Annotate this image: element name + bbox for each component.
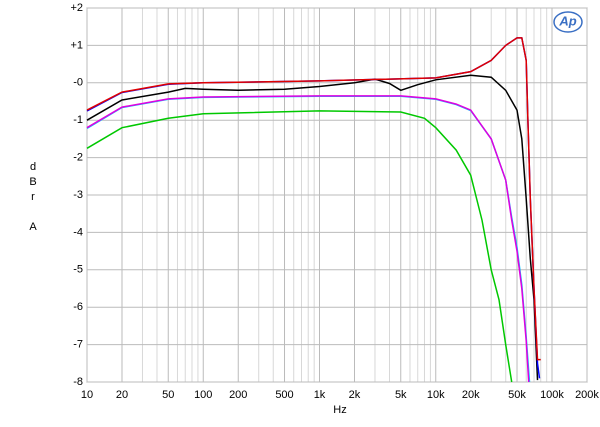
y-axis-label: A bbox=[29, 221, 37, 233]
x-tick-label: 100 bbox=[194, 389, 212, 401]
x-tick-label: 200k bbox=[575, 389, 599, 401]
x-tick-label: 100k bbox=[540, 389, 564, 401]
x-tick-label: 50k bbox=[508, 389, 526, 401]
y-tick-label: -3 bbox=[73, 189, 83, 201]
y-tick-label: -0 bbox=[73, 77, 83, 89]
y-axis-label: d bbox=[30, 161, 36, 173]
y-tick-label: -4 bbox=[73, 226, 83, 238]
x-tick-label: 10 bbox=[81, 389, 93, 401]
y-tick-label: +2 bbox=[70, 2, 83, 14]
series-line bbox=[86, 95, 530, 383]
x-tick-label: 1k bbox=[314, 389, 326, 401]
x-tick-label: 5k bbox=[395, 389, 407, 401]
logo-ring bbox=[553, 11, 583, 33]
y-tick-label: +1 bbox=[70, 39, 83, 51]
series-line bbox=[86, 110, 513, 383]
x-tick-label: 200 bbox=[229, 389, 247, 401]
y-tick-label: -5 bbox=[73, 264, 83, 276]
x-tick-label: 2k bbox=[349, 389, 361, 401]
x-tick-label: 50 bbox=[162, 389, 174, 401]
y-tick-label: -2 bbox=[73, 152, 83, 164]
y-tick-label: -8 bbox=[73, 376, 83, 388]
x-tick-label: 20 bbox=[116, 389, 128, 401]
x-axis-label: Hz bbox=[333, 404, 346, 416]
y-axis-label: r bbox=[31, 191, 35, 203]
x-tick-label: 500 bbox=[275, 389, 293, 401]
series-line bbox=[86, 37, 541, 361]
y-tick-label: -7 bbox=[73, 339, 83, 351]
x-tick-label: 20k bbox=[462, 389, 480, 401]
series-line bbox=[86, 74, 539, 381]
x-tick-label: 10k bbox=[427, 389, 445, 401]
y-tick-label: -1 bbox=[73, 114, 83, 126]
logo: Ap bbox=[558, 13, 576, 28]
y-tick-label: -6 bbox=[73, 301, 83, 313]
y-axis-label: B bbox=[29, 176, 36, 188]
